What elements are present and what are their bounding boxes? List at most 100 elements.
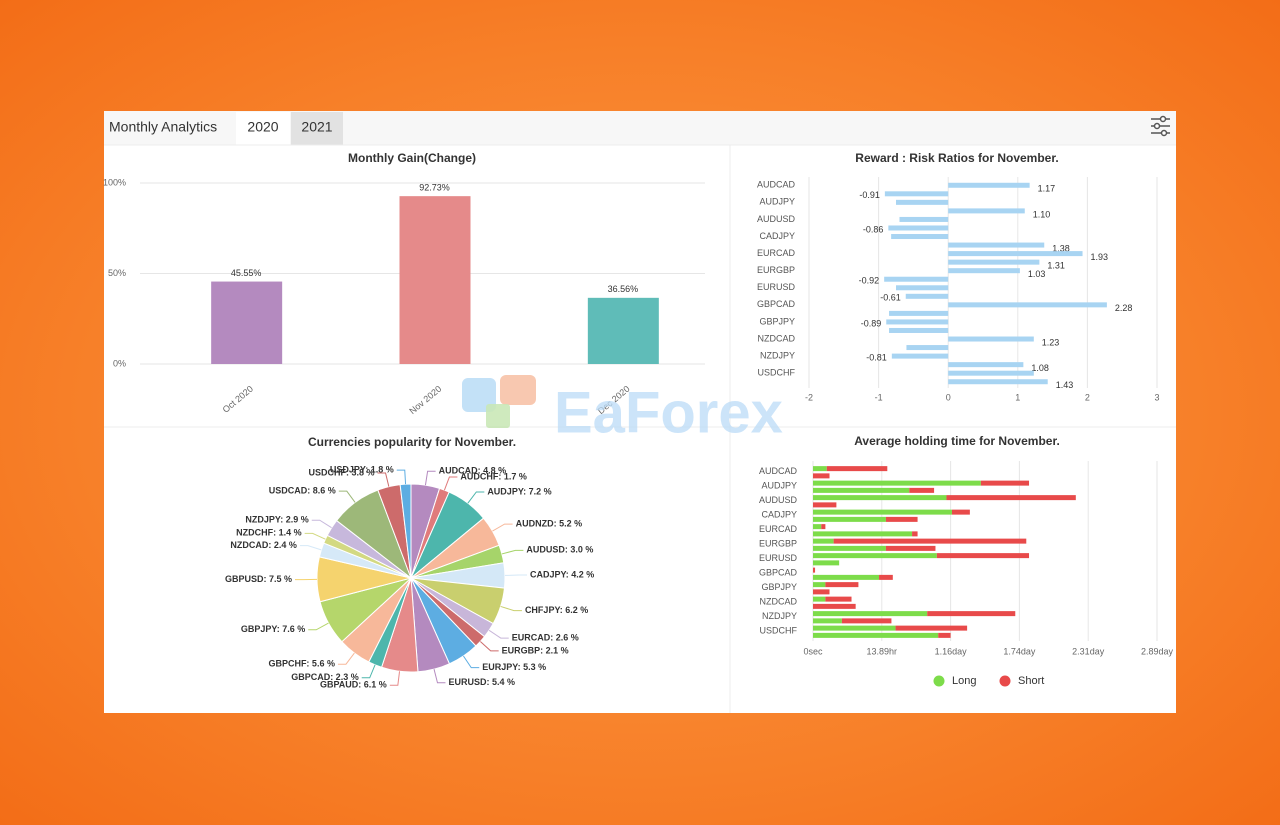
data-label: 1.43 bbox=[1056, 380, 1074, 390]
leader-line bbox=[396, 469, 407, 485]
chart-title: Monthly Gain(Change) bbox=[348, 151, 476, 165]
bar-segment bbox=[826, 466, 888, 472]
bar bbox=[891, 234, 949, 240]
bar bbox=[948, 251, 1083, 257]
y-tick-label: GBPCAD bbox=[759, 568, 798, 578]
bar bbox=[891, 353, 949, 359]
x-tick-label: 0 bbox=[946, 392, 951, 402]
data-label: 92.73% bbox=[419, 183, 450, 193]
bar-segment bbox=[813, 516, 886, 522]
y-tick-label: EURCAD bbox=[757, 248, 796, 258]
bar-segment bbox=[813, 574, 880, 580]
slice-label: USDCHF: 3.8 % bbox=[309, 467, 375, 477]
tab-active[interactable] bbox=[236, 112, 290, 145]
bar-segment bbox=[938, 632, 951, 638]
watermark-text: EaForex bbox=[554, 380, 783, 445]
x-tick-label: 2 bbox=[1085, 392, 1090, 402]
bar-segment bbox=[813, 632, 939, 638]
watermark: EaForex bbox=[462, 375, 783, 445]
bar-segment bbox=[813, 495, 947, 501]
chart-title: Currencies popularity for November. bbox=[308, 435, 516, 449]
slice-label: CHFJPY: 6.2 % bbox=[525, 605, 588, 615]
bar-segment bbox=[927, 611, 1016, 617]
data-label: 1.10 bbox=[1033, 209, 1051, 219]
y-tick-label: AUDUSD bbox=[759, 495, 798, 505]
bar-segment bbox=[895, 625, 968, 631]
slice-label: GBPUSD: 7.5 % bbox=[225, 574, 292, 584]
y-tick-label: CADJPY bbox=[759, 231, 795, 241]
bar-segment bbox=[813, 553, 937, 559]
data-label: 1.17 bbox=[1038, 184, 1056, 194]
bar-segment bbox=[813, 480, 981, 486]
bar-segment bbox=[825, 582, 859, 588]
y-tick-label: EURUSD bbox=[757, 282, 796, 292]
x-tick-label: -1 bbox=[875, 392, 883, 402]
bar-segment bbox=[885, 516, 918, 522]
bar-segment bbox=[813, 531, 913, 537]
y-tick-label: 0% bbox=[113, 358, 126, 368]
tab-inactive[interactable] bbox=[291, 112, 343, 145]
y-tick-label: CADJPY bbox=[761, 510, 797, 520]
bar-segment bbox=[879, 574, 893, 580]
slice-label: NZDCHF: 1.4 % bbox=[236, 528, 302, 538]
data-label: 1.93 bbox=[1091, 252, 1109, 262]
bar-segment bbox=[825, 596, 852, 602]
bar bbox=[899, 216, 949, 222]
tab-label[interactable]: 2020 bbox=[247, 119, 278, 135]
bar-segment bbox=[841, 618, 892, 624]
filter-icon[interactable] bbox=[1151, 115, 1170, 137]
bar-segment bbox=[833, 538, 1027, 544]
slice-label: AUDCAD: 4.8 % bbox=[439, 466, 507, 476]
slice-label: EURGBP: 2.1 % bbox=[502, 645, 569, 655]
slice-label: GBPCHF: 5.6 % bbox=[268, 659, 335, 669]
bar bbox=[948, 379, 1048, 385]
bar bbox=[906, 345, 949, 351]
charts: Monthly Gain(Change)0%50%100%45.55%Oct 2… bbox=[103, 151, 1174, 689]
leader-line bbox=[361, 664, 376, 679]
y-tick-label: GBPJPY bbox=[761, 582, 797, 592]
data-label: 1.23 bbox=[1042, 337, 1060, 347]
x-tick-label: 0sec bbox=[803, 646, 823, 656]
bar bbox=[896, 199, 949, 205]
data-label: 36.56% bbox=[608, 284, 639, 294]
data-label: 1.03 bbox=[1028, 269, 1046, 279]
legend-label: Long bbox=[952, 675, 976, 687]
y-tick-label: 100% bbox=[103, 177, 126, 187]
tab-label[interactable]: 2021 bbox=[301, 119, 332, 135]
legend-label: Short bbox=[1018, 675, 1044, 687]
leader-line bbox=[467, 491, 485, 504]
leader-line bbox=[492, 523, 513, 532]
legend-marker bbox=[999, 675, 1011, 687]
slice-label: GBPAUD: 6.1 % bbox=[320, 680, 387, 690]
x-tick-label: -2 bbox=[805, 392, 813, 402]
bar-segment bbox=[813, 625, 896, 631]
data-label: 1.31 bbox=[1047, 261, 1065, 271]
bar-segment bbox=[813, 545, 886, 551]
leader-line bbox=[424, 470, 436, 486]
slice-label: NZDCAD: 2.4 % bbox=[230, 540, 297, 550]
slice-label: USDJPY: 1.8 % bbox=[330, 465, 394, 475]
leader-line bbox=[480, 641, 499, 652]
bar-segment bbox=[813, 582, 826, 588]
x-tick-label: 3 bbox=[1154, 392, 1159, 402]
bar bbox=[948, 242, 1045, 248]
bar-segment bbox=[821, 524, 826, 530]
bar-segment bbox=[813, 502, 837, 508]
slice-label: USDCAD: 8.6 % bbox=[269, 486, 336, 496]
bar-segment bbox=[813, 473, 830, 479]
slice-label: EURJPY: 5.3 % bbox=[482, 662, 546, 672]
bar-segment bbox=[936, 553, 1030, 559]
leader-line bbox=[389, 671, 401, 686]
y-tick-label: EURCAD bbox=[759, 524, 798, 534]
leader-line bbox=[337, 652, 355, 665]
bar bbox=[905, 293, 949, 299]
x-tick-label: 1 bbox=[1015, 392, 1020, 402]
bar-segment bbox=[813, 509, 952, 515]
data-label: -0.61 bbox=[880, 293, 901, 303]
slice-label: NZDJPY: 2.9 % bbox=[245, 515, 308, 525]
slice-label: AUDNZD: 5.2 % bbox=[516, 518, 583, 528]
bar bbox=[399, 196, 471, 364]
leader-line bbox=[500, 605, 522, 612]
y-tick-label: AUDJPY bbox=[759, 197, 795, 207]
